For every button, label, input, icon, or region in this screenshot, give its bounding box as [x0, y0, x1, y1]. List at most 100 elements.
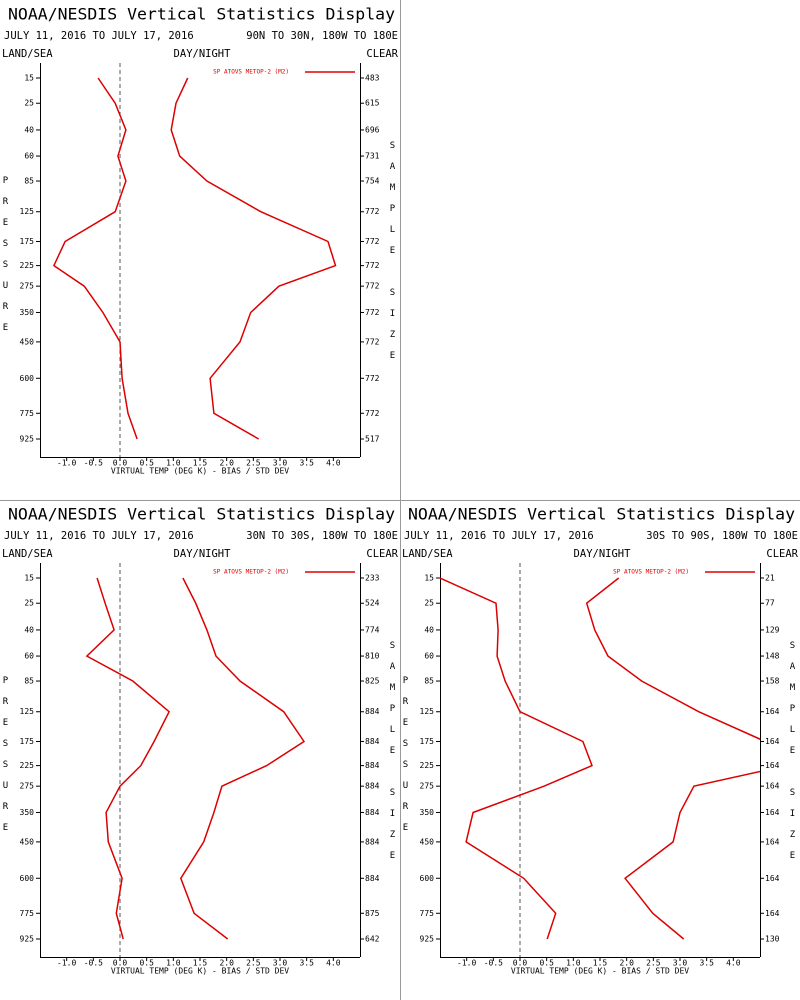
y-tick-label: 275: [20, 782, 35, 791]
legend-label: SP ATOVS METOP-2 (M2): [213, 569, 289, 576]
y-tick-label: 775: [20, 409, 35, 418]
sample-size-label: 772: [365, 409, 380, 418]
region: 30N TO 30S, 180W TO 180E: [246, 530, 398, 542]
x-tick-label: 0.0: [113, 459, 128, 468]
top-label: LAND/SEA: [2, 548, 53, 560]
y-tick-label: 15: [424, 574, 434, 583]
sample-size-label: 615: [365, 99, 380, 108]
x-tick-label: 1.5: [193, 959, 208, 968]
sample-size-label: 772: [365, 374, 380, 383]
y-tick-label: 600: [420, 874, 435, 883]
sample-size-label: 772: [365, 282, 380, 291]
x-tick-label: -0.5: [484, 959, 503, 968]
x-tick-label: 0.0: [113, 959, 128, 968]
sample-size-label: 884: [365, 737, 380, 746]
y-tick-label: 125: [20, 707, 35, 716]
y-tick-label: 60: [424, 652, 434, 661]
x-axis-label: VIRTUAL TEMP (DEG K) - BIAS / STD DEV: [111, 467, 289, 476]
y-tick-label: 125: [420, 707, 435, 716]
y2-axis-label: SAMPLE SIZE: [388, 141, 398, 372]
chart-title: NOAA/NESDIS Vertical Statistics Display: [8, 505, 395, 524]
sample-size-label: 884: [365, 837, 380, 846]
y-tick-label: 60: [24, 652, 34, 661]
y-tick-label: 775: [420, 909, 435, 918]
sample-size-label: 130: [765, 935, 780, 944]
sample-size-label: 164: [765, 761, 780, 770]
x-axis-label: VIRTUAL TEMP (DEG K) - BIAS / STD DEV: [111, 967, 289, 976]
sample-size-label: 164: [765, 874, 780, 883]
x-tick-label: 0.5: [139, 959, 154, 968]
x-tick-label: 1.0: [166, 459, 181, 468]
y-tick-label: 40: [424, 625, 434, 634]
x-tick-label: 0.5: [139, 459, 154, 468]
x-tick-label: 3.0: [273, 959, 288, 968]
y-tick-label: 225: [20, 261, 35, 270]
top-label: DAY/NIGHT: [174, 548, 232, 560]
sample-size-label: 772: [365, 308, 380, 317]
sample-size-label: 642: [365, 935, 380, 944]
y-axis-label: PRESSURE: [1, 676, 11, 844]
chart-title: NOAA/NESDIS Vertical Statistics Display: [408, 505, 795, 524]
panel: NOAA/NESDIS Vertical Statistics Display J…: [1, 5, 399, 476]
sample-size-label: 772: [365, 337, 380, 346]
sample-size-label: 77: [765, 599, 775, 608]
y-tick-label: 225: [20, 761, 35, 770]
y-tick-label: 15: [24, 574, 34, 583]
y-tick-label: 25: [24, 599, 34, 608]
x-tick-label: 2.0: [219, 459, 234, 468]
y-tick-label: 925: [20, 935, 35, 944]
top-label: CLEAR: [366, 48, 398, 60]
sample-size-label: 164: [765, 707, 780, 716]
y-tick-label: 175: [20, 737, 35, 746]
x-tick-label: 2.0: [619, 959, 634, 968]
sample-size-label: 21: [765, 574, 775, 583]
x-tick-label: -0.5: [84, 959, 103, 968]
y-tick-label: 25: [424, 599, 434, 608]
x-tick-label: -1.0: [457, 959, 476, 968]
sample-size-label: 772: [365, 207, 380, 216]
y-tick-label: 225: [420, 761, 435, 770]
x-tick-label: 3.0: [273, 459, 288, 468]
y-tick-label: 775: [20, 909, 35, 918]
sample-size-label: 164: [765, 909, 780, 918]
y-tick-label: 450: [420, 837, 435, 846]
std-dev-line: [179, 577, 306, 940]
top-label: DAY/NIGHT: [574, 548, 632, 560]
sample-size-label: 772: [365, 237, 380, 246]
y-tick-label: 600: [20, 874, 35, 883]
top-label: CLEAR: [766, 548, 798, 560]
sample-size-label: 884: [365, 874, 380, 883]
x-tick-label: 1.5: [193, 459, 208, 468]
bias-line: [440, 577, 593, 940]
x-tick-label: 2.5: [646, 959, 661, 968]
y-tick-label: 175: [20, 237, 35, 246]
y2-axis-label: SAMPLE SIZE: [788, 641, 798, 872]
sample-size-label: 517: [365, 435, 380, 444]
x-tick-label: 3.5: [299, 959, 314, 968]
std-dev-line: [170, 77, 337, 440]
y-tick-label: 25: [24, 99, 34, 108]
x-tick-label: -0.5: [84, 459, 103, 468]
x-tick-label: 4.0: [326, 959, 341, 968]
date-range: JULY 11, 2016 TO JULY 17, 2016: [4, 30, 194, 42]
x-tick-label: 2.5: [246, 959, 261, 968]
y-axis-label: PRESSURE: [401, 676, 411, 844]
panel: NOAA/NESDIS Vertical Statistics Display J…: [1, 505, 399, 976]
y-tick-label: 450: [20, 837, 35, 846]
sample-size-label: 233: [365, 574, 380, 583]
bias-line: [85, 577, 171, 940]
y2-axis-label: SAMPLE SIZE: [388, 641, 398, 872]
sample-size-label: 129: [765, 625, 780, 634]
x-tick-label: 4.0: [726, 959, 741, 968]
sample-size-label: 164: [765, 782, 780, 791]
y-tick-label: 350: [420, 808, 435, 817]
y-tick-label: 275: [420, 782, 435, 791]
x-tick-label: 3.0: [673, 959, 688, 968]
sample-size-label: 164: [765, 737, 780, 746]
x-tick-label: 0.0: [513, 959, 528, 968]
y-tick-label: 85: [424, 677, 434, 686]
y-tick-label: 175: [420, 737, 435, 746]
sample-size-label: 825: [365, 677, 380, 686]
y-tick-label: 85: [24, 177, 34, 186]
